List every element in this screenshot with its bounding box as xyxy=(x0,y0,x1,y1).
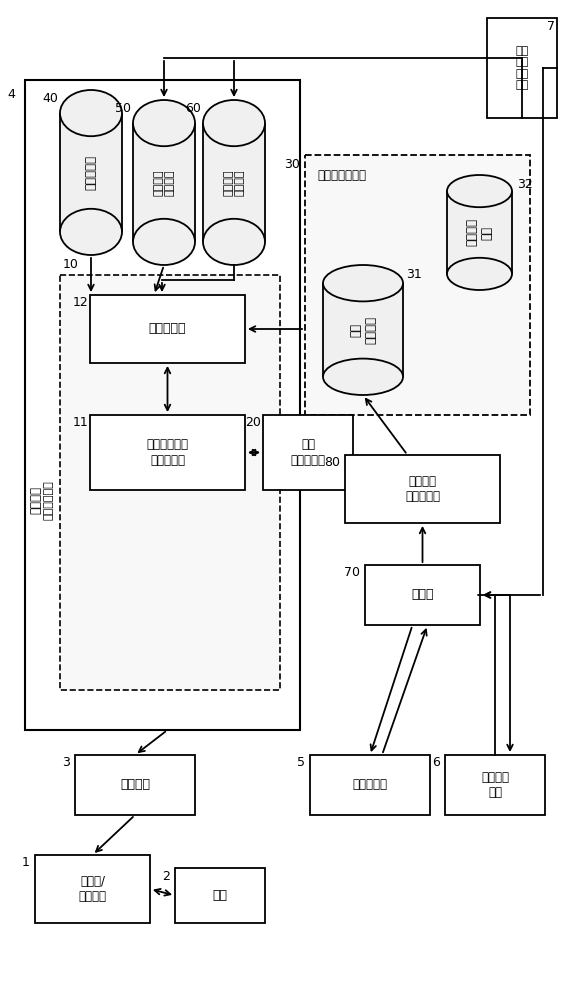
Text: 电梯作业
计划信息: 电梯作业 计划信息 xyxy=(153,169,175,196)
Text: 电梯
运行模拟部: 电梯 运行模拟部 xyxy=(291,438,325,466)
Text: 11: 11 xyxy=(72,416,88,430)
Text: 运行人流
数据收集部: 运行人流 数据收集部 xyxy=(405,475,440,503)
Ellipse shape xyxy=(323,265,403,301)
Bar xyxy=(445,755,545,815)
Text: 数据中心: 数据中心 xyxy=(30,486,43,514)
Ellipse shape xyxy=(323,359,403,395)
Bar xyxy=(203,123,265,242)
Text: 1: 1 xyxy=(22,856,30,869)
Bar xyxy=(175,868,265,923)
Text: 70: 70 xyxy=(344,566,360,580)
Text: 40: 40 xyxy=(42,92,58,104)
Text: 6: 6 xyxy=(432,756,440,770)
Text: 20: 20 xyxy=(245,416,261,430)
Text: 装工
信备
制终
作器: 装工 信备 制终 作器 xyxy=(515,46,528,90)
Bar xyxy=(305,155,530,415)
Bar xyxy=(90,295,245,363)
Text: 10: 10 xyxy=(63,258,79,271)
Ellipse shape xyxy=(447,175,512,207)
Text: 人流监视
设备: 人流监视 设备 xyxy=(481,771,509,799)
Text: 便携终端: 便携终端 xyxy=(120,778,150,792)
Text: 31: 31 xyxy=(406,268,422,282)
Bar xyxy=(365,565,480,625)
Text: 电梯
运行信息: 电梯 运行信息 xyxy=(349,316,377,344)
Ellipse shape xyxy=(133,219,195,265)
Text: 3: 3 xyxy=(62,756,70,770)
Text: 更新装工
估计信息: 更新装工 估计信息 xyxy=(223,169,245,196)
Ellipse shape xyxy=(133,100,195,146)
Text: 5: 5 xyxy=(297,756,305,770)
Text: 4: 4 xyxy=(7,89,15,102)
Text: 顾客: 顾客 xyxy=(213,889,227,902)
Text: 电梯运行状况
画面生成部: 电梯运行状况 画面生成部 xyxy=(146,438,189,466)
Text: 32: 32 xyxy=(517,178,533,192)
Bar xyxy=(75,755,195,815)
Bar xyxy=(345,455,500,523)
Text: 营业员/
技术人员: 营业员/ 技术人员 xyxy=(79,875,107,903)
Bar xyxy=(310,755,430,815)
Text: 50: 50 xyxy=(115,102,131,114)
Text: 服务器处理部: 服务器处理部 xyxy=(44,480,54,520)
Bar xyxy=(35,855,150,923)
Text: 30: 30 xyxy=(284,158,300,172)
Bar xyxy=(447,191,512,274)
Bar xyxy=(323,283,403,377)
Bar xyxy=(90,415,245,490)
Ellipse shape xyxy=(203,100,265,146)
Bar xyxy=(60,113,122,232)
Text: 群管理电梯: 群管理电梯 xyxy=(352,778,388,792)
Text: 2: 2 xyxy=(162,869,170,882)
Text: 收集数据存储部: 收集数据存储部 xyxy=(317,169,366,182)
Text: 60: 60 xyxy=(185,102,201,114)
Ellipse shape xyxy=(60,90,122,136)
Text: 12: 12 xyxy=(72,296,88,310)
Text: 大楼主信息: 大楼主信息 xyxy=(84,155,97,190)
Bar xyxy=(133,123,195,242)
Bar xyxy=(263,415,353,490)
Bar xyxy=(487,18,557,118)
Ellipse shape xyxy=(60,209,122,255)
Text: 信息检索部: 信息检索部 xyxy=(149,322,186,336)
Ellipse shape xyxy=(447,258,512,290)
Text: 人流监视
信息: 人流监视 信息 xyxy=(466,219,494,246)
Bar xyxy=(25,80,300,730)
Text: 80: 80 xyxy=(324,456,340,470)
Text: 通信部: 通信部 xyxy=(411,588,434,601)
Bar xyxy=(60,275,280,690)
Ellipse shape xyxy=(203,219,265,265)
Text: 7: 7 xyxy=(547,19,555,32)
